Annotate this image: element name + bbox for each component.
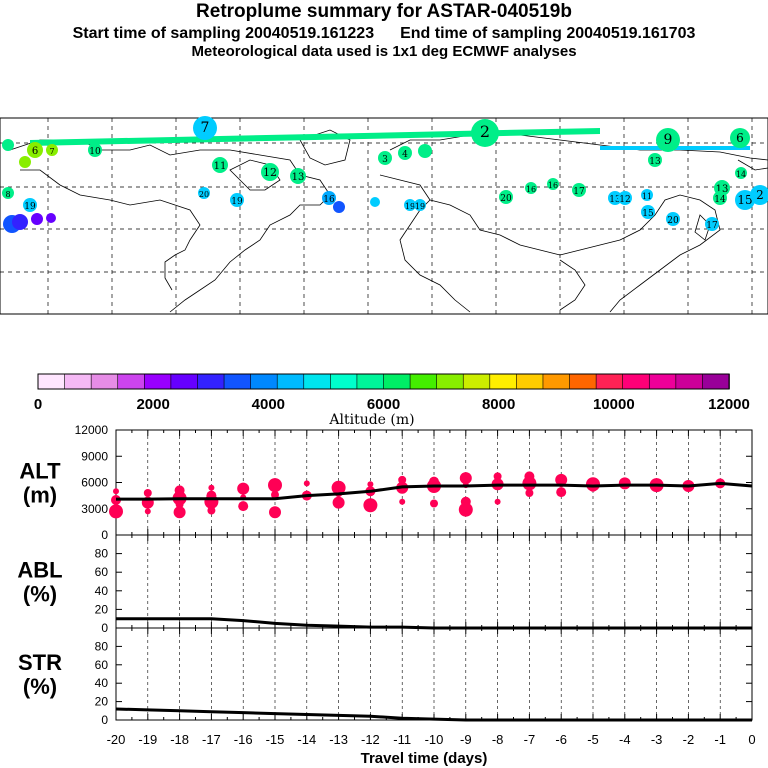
plume-point [618,191,632,205]
plume-point [333,201,345,213]
plume-point-label: 12 [263,166,277,179]
plume-point-label: 19 [231,197,243,207]
plume-point [730,128,750,148]
plume-point-label: 6 [32,146,38,157]
plume-point [648,153,662,167]
plume-point-label: 17 [706,221,718,231]
plume-point [322,191,336,205]
plume-point [572,183,586,197]
plume-point-label: 10 [89,147,101,157]
plume-point-label: 6 [736,131,744,145]
plume-point [2,139,14,151]
plume-point-label: 4 [402,150,408,160]
plume-point [414,199,426,211]
header: Retroplume summary for ASTAR-040519b Sta… [0,0,768,60]
plume-point [547,178,559,190]
plume-point-label: 11 [642,192,652,201]
plume-point [261,163,279,181]
plume-point [2,187,14,199]
plume-point-label: 13 [716,184,729,195]
plume-point [750,185,768,205]
map-coastlines [9,129,768,313]
plume-point-label: 14 [714,195,726,205]
plume-point-label: 19 [24,202,36,212]
plume-point [198,187,210,199]
plume-point-label: 11 [214,161,227,172]
plume-point [290,168,306,184]
plume-point [27,142,43,158]
plume-point [666,212,680,226]
plume-point-label: 15 [737,193,752,207]
start-time-label: Start time of sampling 20040519.161223 [72,25,375,42]
sampling-times: Start time of sampling 20040519.161223 En… [0,24,768,44]
plume-band [30,128,600,146]
plume-point [230,193,244,207]
plume-point [12,214,28,230]
plume-point [88,143,102,157]
plume-point [23,198,37,212]
plume-point [656,128,680,152]
plume-point-label: 9 [664,132,673,148]
plume-point-label: 3 [382,155,388,165]
plume-point [608,191,622,205]
plume-point [525,182,537,194]
plume-point-label: 8 [5,190,10,199]
plume-point [471,119,499,147]
plume-point-label: 16 [323,195,335,205]
plume-point-label: 16 [548,181,558,190]
plume-point-label: 19 [415,202,425,211]
plume-point-label: 16 [526,185,536,194]
plume-point [404,199,416,211]
plume-point [212,157,228,173]
plume-point [193,116,217,140]
plume-point-label: 17 [573,187,585,197]
plume-point [31,213,43,225]
map-frame [0,117,768,315]
plume-point-label: 14 [736,170,746,179]
plume-point [418,144,432,158]
plume-point-label: 19 [405,202,415,211]
plume-point [370,197,380,207]
plume-point-label: 15 [642,209,654,219]
plume-point [713,191,727,205]
plume-point [641,189,653,201]
plume-point-label: 20 [667,216,679,226]
plume-point-label: 20 [500,194,512,204]
plume-point-label: 13 [649,157,661,167]
plume-point [19,156,31,168]
plume-point [499,190,513,204]
end-time-label: End time of sampling 20040519.161703 [400,25,696,42]
plume-point-label: 7 [49,147,54,156]
plume-point-label: 20 [199,190,209,199]
plume-point [46,144,58,156]
plume-point-label: 12 [619,195,630,205]
plume-point-label: 2 [480,122,490,141]
plume-point-label: 13 [609,195,621,205]
plume-point [46,213,56,223]
met-data-label: Meteorological data used is 1x1 deg ECMW… [191,43,577,60]
plume-point [735,167,747,179]
plume-point-label: 13 [292,172,305,183]
chart-title: Retroplume summary for ASTAR-040519b [196,1,572,22]
plume-point [378,151,392,165]
plume-point-label: 7 [201,120,210,136]
plume-point-label: 2 [756,188,764,202]
plume-point [641,205,655,219]
plume-point [705,217,719,231]
plume-point [398,146,412,160]
